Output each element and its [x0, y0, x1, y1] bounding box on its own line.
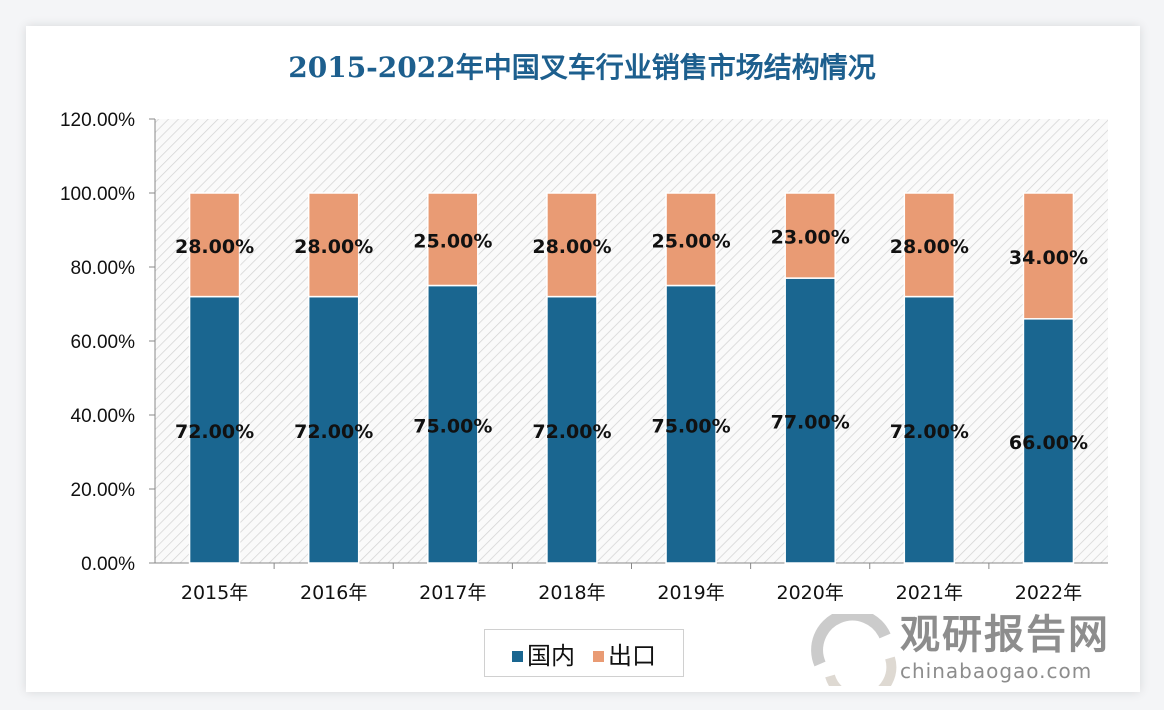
x-tick-label: 2019年: [657, 582, 724, 604]
data-label: 77.00%: [771, 412, 850, 434]
bar-export: [307, 192, 360, 298]
x-tick-label: 2017年: [419, 582, 486, 604]
data-label: 72.00%: [532, 421, 611, 443]
y-tick-label: 80.00%: [71, 258, 136, 279]
watermark-name: 观研报告网: [900, 612, 1110, 658]
bar-domestic: [665, 284, 717, 564]
data-label: 34.00%: [1009, 247, 1088, 269]
x-tick-label: 2015年: [181, 582, 248, 604]
bar-domestic: [307, 295, 360, 564]
watermark-logo-icon: [811, 614, 897, 686]
y-tick-label: 40.00%: [71, 406, 136, 427]
data-label: 66.00%: [1009, 432, 1088, 454]
bar-export: [903, 192, 956, 298]
plot-area: [155, 119, 1108, 563]
data-label: 72.00%: [890, 421, 969, 443]
data-label: 25.00%: [651, 230, 730, 252]
data-label: 23.00%: [771, 227, 850, 249]
bar-domestic: [546, 295, 598, 564]
data-label: 28.00%: [175, 236, 254, 258]
x-tick-label: 2021年: [896, 582, 963, 604]
x-tick-label: 2022年: [1015, 582, 1082, 604]
y-tick-label: 0.00%: [81, 554, 135, 575]
x-tick-label: 2018年: [538, 582, 605, 604]
data-label: 75.00%: [651, 415, 730, 437]
legend: 国内 出口: [484, 629, 684, 677]
y-tick-label: 20.00%: [71, 480, 136, 501]
bar-domestic: [427, 284, 479, 564]
bar-export: [427, 192, 479, 287]
bar-export: [188, 192, 241, 298]
bar-domestic: [188, 295, 241, 564]
legend-item-export: 出口: [593, 636, 656, 671]
data-label: 25.00%: [413, 230, 492, 252]
chart-title: 2015-2022年中国叉车行业销售市场结构情况: [288, 51, 876, 84]
x-tick-label: 2020年: [777, 582, 844, 604]
bar-domestic: [1022, 318, 1075, 564]
bar-export: [665, 192, 717, 287]
data-label: 72.00%: [175, 421, 254, 443]
watermark-domain: chinabaogao.com: [900, 659, 1093, 683]
legend-swatch: [593, 651, 604, 662]
bar-export: [784, 192, 836, 279]
data-label: 72.00%: [294, 421, 373, 443]
bar-export: [1022, 192, 1075, 320]
data-label: 28.00%: [532, 236, 611, 258]
bar-domestic: [784, 277, 836, 564]
legend-swatch: [512, 651, 523, 662]
legend-item-domestic: 国内: [512, 636, 575, 671]
data-label: 75.00%: [413, 415, 492, 437]
y-tick-label: 120.00%: [60, 110, 135, 131]
bar-export: [546, 192, 598, 298]
x-tick-label: 2016年: [300, 582, 367, 604]
data-label: 28.00%: [890, 236, 969, 258]
data-label: 28.00%: [294, 236, 373, 258]
y-tick-label: 100.00%: [60, 184, 135, 205]
y-tick-label: 60.00%: [71, 332, 136, 353]
